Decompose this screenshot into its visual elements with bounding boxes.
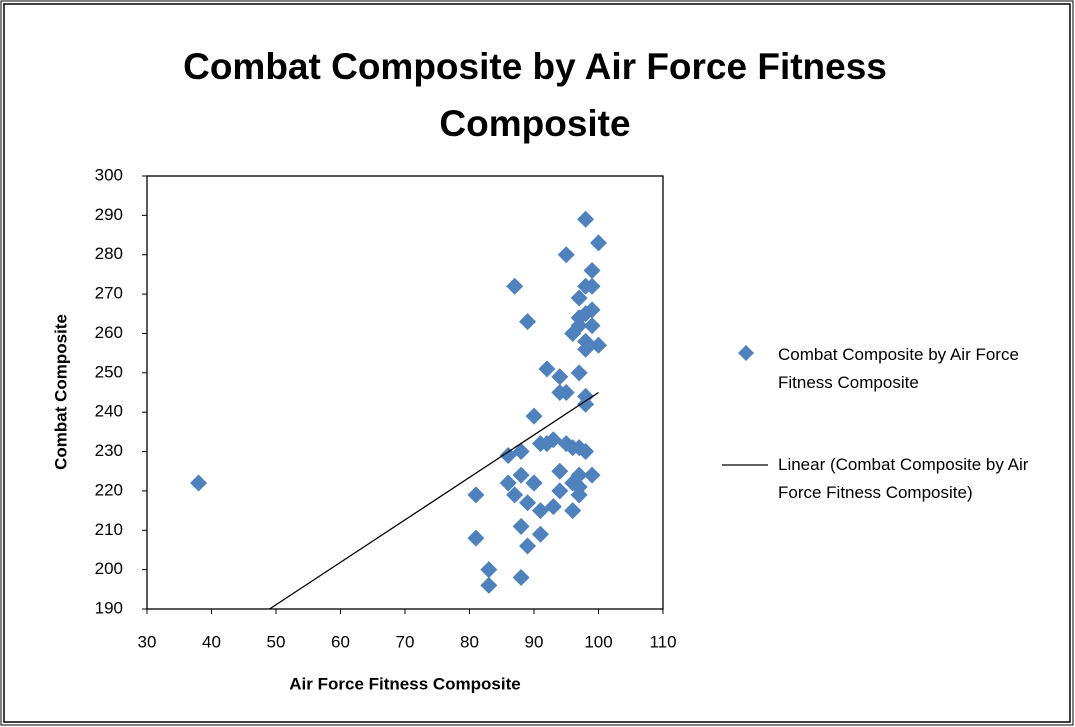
- data-point: [590, 336, 607, 354]
- data-point: [551, 462, 569, 480]
- y-axis-label: Combat Composite: [51, 314, 70, 470]
- y-tick-label: 290: [95, 205, 123, 224]
- data-point: [519, 494, 537, 512]
- data-point: [544, 431, 562, 449]
- data-point: [499, 446, 517, 464]
- data-point: [531, 502, 549, 520]
- legend-label: Linear (Combat Composite by Air Force Fi…: [778, 455, 1029, 502]
- data-point: [570, 289, 588, 307]
- y-tick-label: 200: [95, 559, 123, 578]
- data-point: [506, 277, 524, 295]
- data-point: [583, 317, 601, 335]
- data-point: [512, 517, 530, 535]
- y-tick-label: 250: [95, 362, 123, 381]
- data-point: [512, 569, 530, 587]
- data-point: [583, 261, 601, 279]
- x-tick-label: 100: [584, 632, 612, 651]
- x-axis-label: Air Force Fitness Composite: [289, 674, 520, 693]
- x-tick-label: 80: [460, 632, 479, 651]
- data-point: [583, 466, 601, 484]
- data-point: [557, 384, 575, 401]
- data-point: [590, 234, 607, 252]
- y-tick-label: 280: [95, 244, 123, 263]
- data-point: [519, 537, 537, 555]
- data-point: [557, 246, 575, 264]
- x-tick-label: 70: [396, 632, 415, 651]
- data-point: [190, 474, 208, 492]
- data-point: [467, 529, 485, 547]
- data-point: [577, 340, 595, 358]
- legend-marker: [738, 345, 754, 361]
- data-point: [570, 364, 588, 382]
- data-point: [570, 466, 588, 484]
- x-tick-label: 60: [331, 632, 350, 651]
- data-point: [551, 482, 569, 500]
- legend-label: Combat Composite by Air Force Fitness Co…: [778, 345, 1019, 392]
- data-point: [577, 395, 595, 413]
- data-point: [525, 474, 543, 492]
- x-tick-label: 90: [525, 632, 544, 651]
- y-tick-label: 230: [95, 441, 123, 460]
- x-tick-label: 40: [202, 632, 221, 651]
- data-point: [583, 277, 601, 295]
- chart-title: Combat Composite by Air Force Fitness Co…: [183, 46, 887, 144]
- x-tick-label: 50: [267, 632, 286, 651]
- data-point: [480, 576, 498, 594]
- data-point: [551, 368, 569, 386]
- data-point: [512, 443, 530, 461]
- trendline: [269, 391, 599, 610]
- data-point: [577, 443, 595, 461]
- y-tick-label: 190: [95, 598, 123, 617]
- data-point: [480, 561, 498, 579]
- data-point: [564, 502, 582, 520]
- y-tick-label: 240: [95, 402, 123, 421]
- data-point: [525, 407, 543, 425]
- data-point: [519, 313, 537, 331]
- data-point: [544, 498, 562, 516]
- chart-border: [3, 3, 1071, 723]
- data-point: [531, 525, 549, 543]
- data-point: [570, 486, 588, 504]
- y-tick-label: 210: [95, 520, 123, 539]
- data-point: [577, 210, 595, 228]
- data-point: [512, 466, 530, 484]
- data-point: [467, 486, 485, 504]
- data-point: [583, 301, 601, 319]
- y-tick-label: 270: [95, 284, 123, 303]
- data-point: [506, 486, 524, 504]
- y-tick-label: 220: [95, 480, 123, 499]
- data-point: [538, 360, 556, 378]
- x-tick-label: 30: [138, 632, 157, 651]
- x-tick-label: 110: [649, 632, 676, 651]
- data-point: [499, 474, 517, 492]
- data-point: [570, 317, 588, 335]
- y-tick-label: 300: [95, 165, 123, 184]
- y-tick-label: 260: [95, 323, 123, 342]
